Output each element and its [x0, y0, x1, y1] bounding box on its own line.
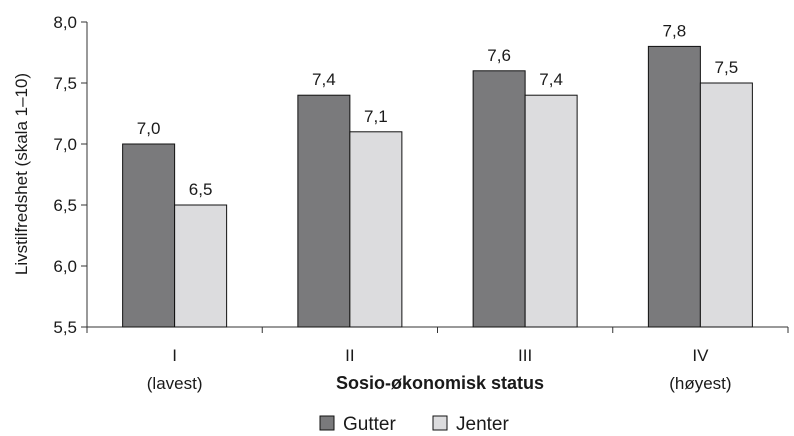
data-labels: 7,0 6,5 7,4 7,1 7,6 7,4 7,8 7,5 — [137, 21, 738, 199]
y-tick-label: 5,5 — [53, 318, 77, 337]
data-label: 7,1 — [364, 107, 388, 126]
bar-gutter-2 — [297, 94, 351, 328]
y-tick-label: 6,5 — [53, 196, 77, 215]
bars — [122, 45, 753, 328]
y-tick-label: 6,0 — [53, 257, 77, 276]
data-label: 7,4 — [539, 70, 563, 89]
data-label: 7,5 — [715, 58, 739, 77]
x-category-sublabel: (lavest) — [147, 374, 203, 393]
data-label: 7,4 — [312, 70, 336, 89]
data-label: 7,8 — [663, 21, 687, 40]
bar-jenter-1 — [174, 204, 228, 328]
legend: Gutter Jenter — [319, 414, 509, 435]
x-category-sublabel: (høyest) — [669, 374, 731, 393]
y-axis-title: Livstilfredshet (skala 1–10) — [12, 73, 31, 275]
y-tick-label: 7,0 — [53, 135, 77, 154]
data-label: 6,5 — [189, 180, 213, 199]
bar-jenter-4 — [699, 82, 753, 328]
y-tick-label: 7,5 — [53, 74, 77, 93]
legend-swatch-gutter — [319, 415, 335, 431]
data-label: 7,6 — [487, 46, 511, 65]
y-tick-label: 8,0 — [53, 13, 77, 32]
x-axis: I(lavest)II III IV(høyest) — [86, 326, 789, 393]
legend-label-gutter: Gutter — [343, 414, 396, 435]
y-axis: 5,5 6,0 6,5 7,0 7,5 8,0 — [53, 13, 88, 337]
x-category-label: I — [172, 346, 177, 365]
x-axis-title: Sosio-økonomisk status — [336, 373, 544, 393]
bar-jenter-2 — [349, 131, 403, 328]
legend-swatch-jenter — [432, 415, 448, 431]
bar-gutter-3 — [472, 70, 526, 328]
x-category-label: III — [518, 346, 532, 365]
bar-gutter-4 — [647, 45, 701, 328]
x-category-label: II — [345, 346, 354, 365]
x-category-label: IV — [692, 346, 709, 365]
bar-gutter-1 — [122, 143, 176, 328]
bar-jenter-3 — [524, 94, 578, 328]
legend-label-jenter: Jenter — [456, 414, 509, 435]
data-label: 7,0 — [137, 119, 161, 138]
